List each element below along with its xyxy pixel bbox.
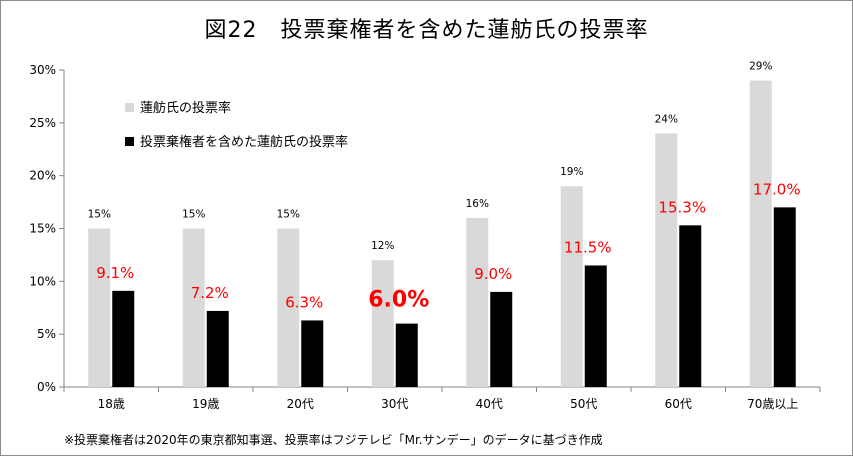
y-tick-label: 10% [29, 274, 56, 288]
x-category-label: 70歳以上 [747, 397, 798, 411]
bar-vote-rate [277, 228, 300, 387]
y-tick-label: 25% [29, 116, 56, 130]
data-label-vote-rate-incl-abstainers: 9.0% [474, 265, 512, 283]
data-label-vote-rate-incl-abstainers: 7.2% [191, 284, 229, 302]
y-tick-label: 5% [37, 327, 56, 341]
y-tick-label: 0% [37, 380, 56, 394]
data-label-vote-rate-incl-abstainers: 9.1% [96, 264, 134, 282]
data-label-vote-rate-incl-abstainers: 11.5% [564, 238, 612, 256]
data-label-vote-rate: 15% [88, 209, 111, 221]
data-label-vote-rate: 15% [182, 209, 205, 221]
data-label-vote-rate-incl-abstainers: 6.3% [285, 293, 323, 311]
bar-vote-rate-incl-abstainers [490, 291, 513, 387]
y-tick-label: 15% [29, 222, 56, 236]
data-label-vote-rate: 24% [655, 113, 678, 125]
bar-vote-rate-incl-abstainers [395, 323, 418, 387]
y-tick-label: 20% [29, 169, 56, 183]
x-category-label: 20代 [287, 397, 314, 411]
bar-vote-rate-incl-abstainers [301, 320, 324, 387]
data-label-vote-rate: 15% [277, 209, 300, 221]
bar-vote-rate-incl-abstainers [679, 225, 702, 387]
bar-vote-rate-incl-abstainers [112, 290, 135, 387]
data-label-vote-rate-incl-abstainers: 17.0% [753, 180, 801, 198]
data-label-vote-rate: 12% [371, 240, 394, 252]
x-category-label: 40代 [476, 397, 503, 411]
legend-label-vote-rate-incl-abstainers: 投票棄権者を含めた蓮舫氏の投票率 [140, 134, 348, 150]
x-category-label: 50代 [570, 397, 597, 411]
bar-vote-rate-incl-abstainers [584, 265, 607, 387]
x-category-label: 30代 [381, 397, 408, 411]
bar-vote-rate-incl-abstainers [773, 207, 796, 387]
legend-swatch-vote-rate [125, 103, 134, 112]
legend-swatch-vote-rate-incl-abstainers [125, 137, 134, 146]
x-category-label: 60代 [665, 397, 692, 411]
bar-vote-rate [182, 228, 205, 387]
data-label-vote-rate: 29% [749, 61, 772, 73]
source-note: ※投票棄権者は2020年の東京都知事選、投票率はフジテレビ「Mr.サンデー」のデ… [64, 433, 603, 447]
bar-vote-rate [88, 228, 111, 387]
data-label-vote-rate: 16% [466, 198, 489, 210]
bar-vote-rate [655, 133, 678, 387]
x-category-label: 19歳 [192, 397, 219, 411]
x-category-label: 18歳 [98, 397, 125, 411]
data-label-vote-rate-incl-abstainers: 6.0% [368, 288, 429, 313]
bar-vote-rate-incl-abstainers [206, 310, 229, 387]
bar-vote-rate [560, 186, 583, 387]
y-tick-label: 30% [29, 63, 56, 77]
bar-vote-rate [466, 217, 489, 387]
data-label-vote-rate-incl-abstainers: 15.3% [658, 198, 706, 216]
legend-label-vote-rate: 蓮舫氏の投票率 [140, 100, 231, 116]
data-label-vote-rate: 19% [560, 166, 583, 178]
chart-title: 図22 投票棄権者を含めた蓮舫氏の投票率 [204, 18, 649, 43]
bar-vote-rate [749, 80, 772, 388]
bar-vote-rate [371, 260, 394, 387]
